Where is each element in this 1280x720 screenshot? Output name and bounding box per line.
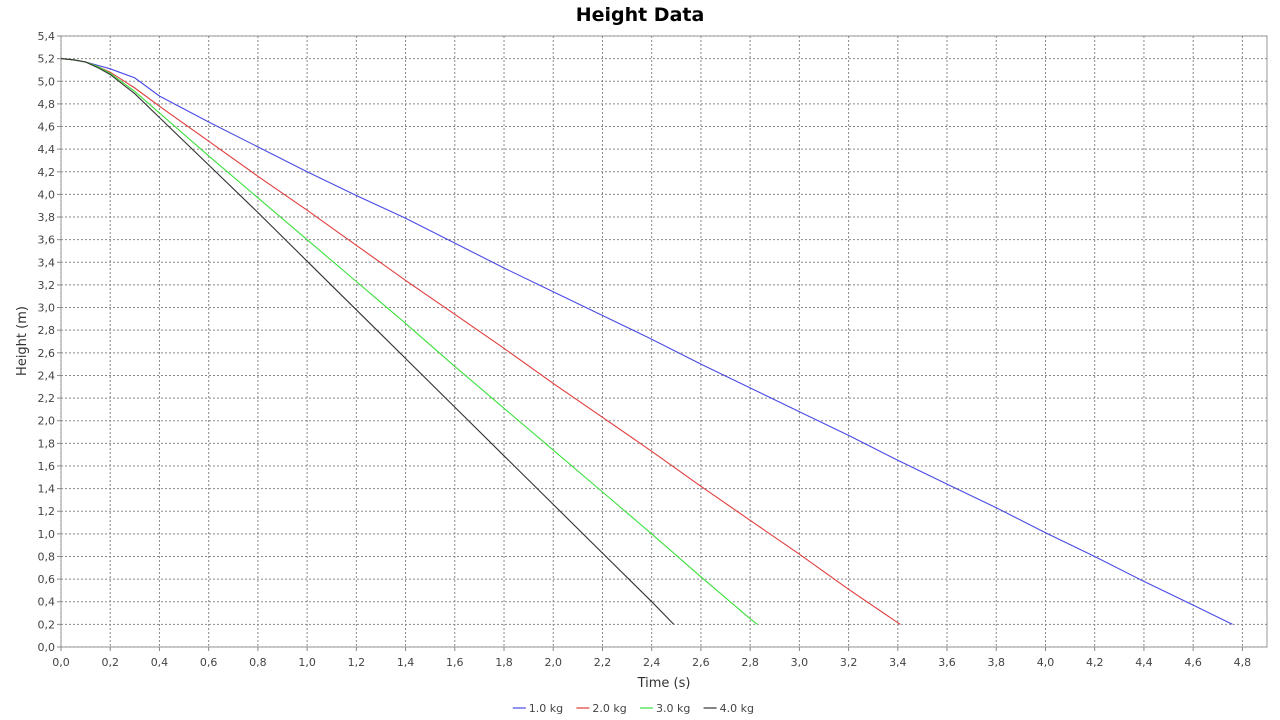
y-tick-label: 4,8 (38, 98, 56, 111)
y-tick-label: 4,0 (38, 188, 56, 201)
x-tick-label: 0,8 (249, 656, 267, 669)
y-tick-label: 4,4 (38, 143, 56, 156)
x-tick-label: 4,4 (1135, 656, 1153, 669)
y-tick-label: 0,0 (38, 641, 56, 654)
legend-label-2: 2.0 kg (592, 702, 626, 715)
series-line-1 (60, 58, 1233, 625)
y-tick-label: 1,4 (38, 483, 56, 496)
y-tick-label: 1,0 (38, 528, 56, 541)
x-tick-label: 4,6 (1184, 656, 1202, 669)
series-layer (60, 58, 1233, 625)
x-tick-label: 3,6 (938, 656, 956, 669)
y-tick-label: 1,8 (38, 437, 56, 450)
y-tick-label: 3,4 (38, 256, 56, 269)
series-line-4 (60, 58, 675, 625)
x-tick-label: 0,2 (101, 656, 119, 669)
y-tick-label: 3,6 (38, 234, 56, 247)
x-tick-label: 1,6 (446, 656, 464, 669)
y-tick-label: 1,2 (38, 505, 56, 518)
y-tick-label: 1,6 (38, 460, 56, 473)
x-tick-label: 1,2 (348, 656, 366, 669)
legend: 1.0 kg 2.0 kg 3.0 kg 4.0 kg (512, 702, 754, 715)
y-tick-label: 3,2 (38, 279, 56, 292)
x-tick-label: 3,8 (988, 656, 1006, 669)
legend-label-3: 3.0 kg (656, 702, 690, 715)
x-tick-label: 1,8 (495, 656, 513, 669)
x-tick-label: 2,0 (544, 656, 562, 669)
y-tick-label: 3,0 (38, 302, 56, 315)
y-tick-label: 5,4 (38, 30, 56, 43)
series-line-3 (60, 58, 758, 625)
x-tick-label: 3,0 (791, 656, 809, 669)
x-tick-label: 1,4 (397, 656, 415, 669)
y-tick-label: 5,2 (38, 53, 56, 66)
x-tick-label: 0,6 (200, 656, 218, 669)
y-tick-label: 4,6 (38, 121, 56, 134)
x-tick-label: 2,6 (692, 656, 710, 669)
y-axis-ticks: 0,0 0,2 0,4 0,6 0,8 1,0 1,2 1,4 1,6 1,8 2,0 2,2 2,4 2… (38, 30, 61, 654)
x-axis-label: Time (s) (637, 676, 691, 691)
y-tick-label: 2,4 (38, 369, 56, 382)
x-tick-label: 2,4 (643, 656, 661, 669)
x-tick-label: 2,8 (741, 656, 759, 669)
x-tick-label: 3,2 (840, 656, 858, 669)
legend-label-1: 1.0 kg (529, 702, 563, 715)
y-axis-label: Height (m) (15, 306, 30, 376)
y-tick-label: 2,2 (38, 392, 56, 405)
y-tick-label: 0,6 (38, 573, 56, 586)
y-tick-label: 0,8 (38, 550, 56, 563)
x-axis-ticks: 0,0 0,2 0,4 0,6 0,8 1,0 1,2 1,4 1,6 1,8 2,0 2,2 2,4 2… (52, 647, 1251, 669)
x-tick-label: 0,4 (151, 656, 169, 669)
x-tick-label: 1,0 (298, 656, 316, 669)
x-tick-label: 3,4 (889, 656, 907, 669)
y-tick-label: 2,6 (38, 347, 56, 360)
y-tick-label: 0,2 (38, 618, 56, 631)
x-tick-label: 4,8 (1234, 656, 1252, 669)
y-tick-label: 3,8 (38, 211, 56, 224)
legend-label-4: 4.0 kg (720, 702, 754, 715)
y-tick-label: 5,0 (38, 75, 56, 88)
y-tick-label: 0,4 (38, 596, 56, 609)
plot-area (60, 35, 1268, 648)
x-tick-label: 4,0 (1037, 656, 1055, 669)
y-tick-label: 2,0 (38, 415, 56, 428)
x-tick-label: 2,2 (594, 656, 612, 669)
y-tick-label: 2,8 (38, 324, 56, 337)
y-tick-label: 4,2 (38, 166, 56, 179)
chart-title: Height Data (576, 4, 705, 26)
x-tick-label: 0,0 (52, 656, 70, 669)
x-tick-label: 4,2 (1086, 656, 1104, 669)
